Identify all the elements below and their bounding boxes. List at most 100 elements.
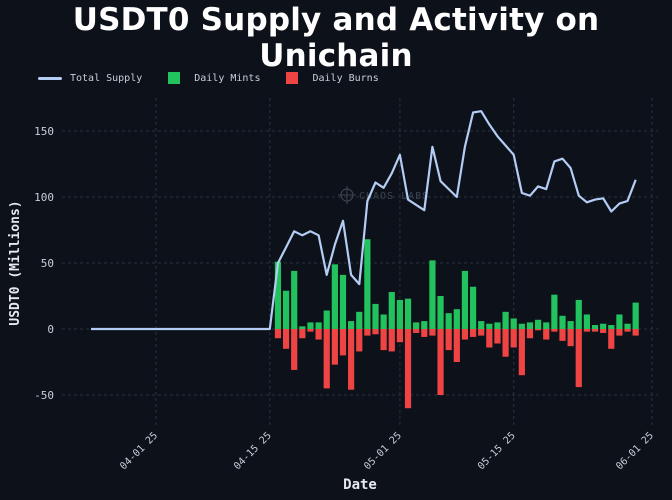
legend: Total Supply Daily Mints Daily Burns [38,70,405,86]
burn-bar [486,329,493,348]
mint-bar [291,270,298,329]
burn-bar [291,329,298,370]
mint-bar [478,321,485,329]
mint-bar [583,314,590,329]
mint-bar [494,322,501,329]
mint-bar [453,309,460,329]
burn-bar [274,329,282,339]
burn-bar [608,329,615,349]
burn-bar [567,329,574,347]
legend-swatch-daily-burns [286,72,299,84]
legend-item-daily-mints[interactable]: Daily Mints [168,72,260,84]
mint-bar [486,323,493,329]
burn-bar [494,329,501,344]
mint-bar [307,322,314,329]
burn-bar [356,329,363,352]
burn-bar [583,329,590,332]
mint-bar [404,298,412,329]
mint-bar [339,274,347,329]
burn-bar [421,329,428,337]
burn-bar [413,329,420,333]
burn-bar [453,329,460,362]
burn-bar [445,329,452,351]
mint-bar [559,315,566,329]
mint-bar [396,299,403,329]
watermark-text: CHAOS LABS [359,191,429,202]
burn-bar [323,329,330,389]
burn-bar [526,329,534,339]
legend-item-daily-burns[interactable]: Daily Burns [286,72,379,84]
mint-bar [413,322,420,329]
mint-bar [575,299,582,329]
mint-bar [600,323,607,329]
burn-bar [315,329,322,340]
burn-bar [518,329,525,376]
y-tick-label: 150 [34,125,54,138]
legend-label-daily-mints: Daily Mints [194,72,261,84]
burn-bar [307,329,314,332]
burn-bar [624,329,631,332]
mint-bar [543,322,550,329]
mint-bar [282,290,290,329]
burn-bar [575,329,582,388]
legend-swatch-daily-mints [168,72,181,84]
burn-bar [510,329,517,348]
mint-bar [348,321,355,329]
mint-bar [437,296,444,329]
burn-bar [591,329,599,332]
burn-bar [372,329,379,335]
burn-bar [551,329,558,332]
mint-bar [469,286,477,329]
x-tick-label: 04-15 25 [232,430,274,472]
mint-bar [429,260,436,329]
burn-bar [616,329,623,336]
y-tick-label: 0 [47,323,54,336]
mint-bar [274,261,282,329]
burn-bar [632,329,639,336]
burn-bar [348,329,355,390]
burn-bar [535,329,542,331]
burn-bar [396,329,403,343]
mint-bar [461,270,469,329]
legend-item-total-supply[interactable]: Total Supply [38,73,142,84]
burn-bar [437,329,444,395]
mint-bar [380,314,387,329]
mint-bar [510,318,517,329]
burn-bar [282,329,290,349]
mint-bar [421,321,428,329]
mint-bar [364,239,371,329]
y-tick-label: -50 [34,389,54,402]
burn-bar [429,329,436,336]
x-tick-label: 05-15 25 [476,430,518,472]
mint-bar [526,322,534,329]
x-tick-label: 06-01 25 [614,430,656,472]
mint-bar [502,311,509,329]
y-axis-label: USDT0 (Millions) [8,200,23,325]
burn-bar [299,329,306,339]
burn-bar [339,329,347,356]
mint-bar [331,264,338,329]
burn-bar [461,329,469,340]
burn-bar [364,329,371,336]
burn-bar [478,329,485,336]
total-supply-line [91,110,637,331]
x-axis-label: Date [343,477,377,493]
burn-bar [469,329,477,337]
mint-bar [356,311,363,329]
mint-bar [518,323,525,329]
mint-bar [445,313,452,329]
burn-bar [543,329,550,340]
y-tick-label: 50 [41,257,54,270]
mint-bar [624,323,631,329]
mint-bar [299,326,306,329]
legend-label-daily-burns: Daily Burns [312,72,379,84]
x-tick-label: 04-01 25 [118,430,160,472]
mint-bar [616,314,623,329]
legend-swatch-total-supply [38,76,62,80]
mint-bar [567,321,574,329]
mint-bar [372,303,379,329]
y-tick-label: 100 [34,191,54,204]
burn-bar [502,329,509,357]
mint-bar [632,302,639,329]
